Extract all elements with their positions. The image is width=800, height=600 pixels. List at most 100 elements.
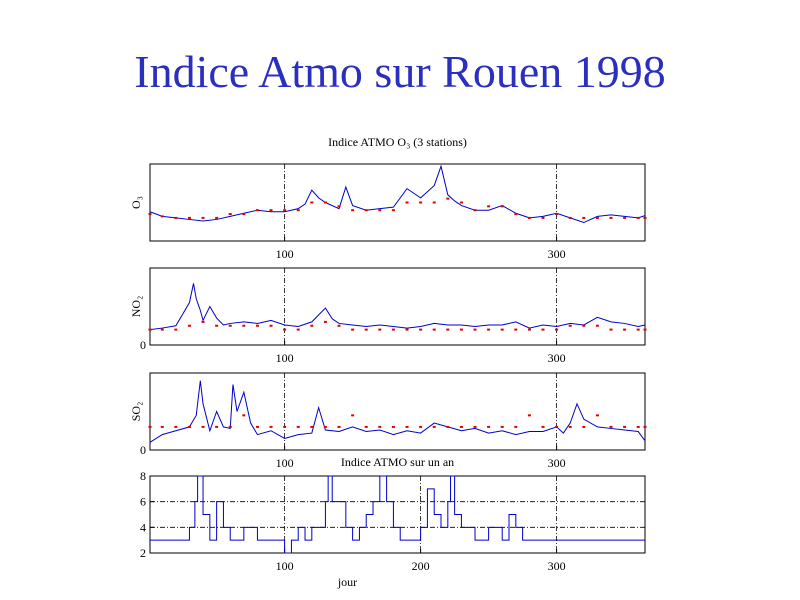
data-point-3	[269, 425, 273, 428]
y-tick-label-4: 8	[140, 469, 146, 483]
data-point-1	[255, 209, 259, 212]
x-tick-label-4: 200	[412, 559, 430, 573]
data-point-2	[242, 324, 246, 327]
data-point-2	[446, 328, 450, 331]
data-point-3	[473, 425, 477, 428]
data-point-1	[148, 213, 152, 216]
data-point-2	[568, 324, 572, 327]
data-point-2	[487, 328, 491, 331]
data-point-2	[636, 328, 640, 331]
data-point-1	[405, 201, 409, 204]
data-point-3	[487, 425, 491, 428]
page-title: Indice Atmo sur Rouen 1998	[134, 46, 666, 97]
data-point-1	[323, 201, 327, 204]
data-point-3	[527, 414, 531, 417]
data-point-2	[174, 328, 178, 331]
data-point-3	[215, 425, 219, 428]
data-point-3	[323, 425, 327, 428]
x-tick-label-4: 300	[548, 559, 566, 573]
data-point-1	[459, 201, 463, 204]
data-point-3	[636, 425, 640, 428]
data-point-3	[432, 425, 436, 428]
data-point-3	[391, 425, 395, 428]
data-point-2	[595, 324, 599, 327]
data-point-3	[582, 425, 586, 428]
x-tick-label-1: 300	[548, 247, 566, 261]
y-tick-label-4: 4	[140, 520, 146, 534]
data-point-3	[201, 425, 205, 428]
data-point-1	[364, 209, 368, 212]
data-point-2	[337, 324, 341, 327]
data-point-2	[269, 324, 273, 327]
data-point-2	[555, 328, 559, 331]
data-point-1	[595, 216, 599, 219]
x-axis-label-4: jour	[337, 575, 357, 589]
series-line-4	[150, 475, 645, 554]
data-point-2	[283, 328, 287, 331]
data-point-2	[500, 328, 504, 331]
x-tick-label-3: 100	[276, 456, 294, 470]
data-point-3	[568, 425, 572, 428]
y-axis-label-2: NO₂	[129, 296, 143, 318]
series-line-3	[149, 380, 646, 443]
data-point-3	[500, 425, 504, 428]
data-point-2	[148, 328, 152, 331]
data-point-3	[643, 425, 647, 428]
data-point-2	[296, 328, 300, 331]
data-point-3	[337, 425, 341, 428]
data-point-1	[643, 216, 647, 219]
chart-title-1: Indice ATMO O₃ (3 stations)	[328, 135, 467, 149]
data-point-3	[310, 425, 314, 428]
data-point-1	[636, 216, 640, 219]
data-point-2	[473, 328, 477, 331]
data-point-3	[555, 425, 559, 428]
data-point-1	[242, 213, 246, 216]
data-point-2	[432, 328, 436, 331]
data-point-2	[160, 328, 164, 331]
data-point-3	[283, 425, 287, 428]
data-point-3	[405, 425, 409, 428]
data-point-2	[419, 328, 423, 331]
data-point-3	[446, 425, 450, 428]
data-point-1	[337, 205, 341, 208]
data-point-3	[541, 425, 545, 428]
y-tick-label-3: 0	[140, 443, 146, 457]
data-point-1	[391, 209, 395, 212]
series-line-2	[149, 283, 646, 331]
data-point-1	[310, 201, 314, 204]
data-point-1	[541, 216, 545, 219]
data-point-1	[174, 216, 178, 219]
plot-frame-3	[149, 372, 646, 451]
data-point-2	[310, 324, 314, 327]
data-point-3	[242, 414, 246, 417]
data-point-2	[201, 320, 205, 323]
plot-frame-2	[149, 267, 646, 346]
data-point-3	[148, 425, 152, 428]
x-tick-label-2: 100	[276, 351, 294, 365]
data-point-2	[391, 328, 395, 331]
data-point-1	[160, 215, 164, 218]
data-point-1	[473, 209, 477, 212]
data-point-1	[419, 201, 423, 204]
x-tick-label-1: 100	[276, 247, 294, 261]
data-point-1	[487, 205, 491, 208]
plot-frame-1	[149, 163, 646, 242]
data-point-1	[527, 216, 531, 219]
data-point-1	[187, 216, 191, 219]
data-point-2	[623, 328, 627, 331]
data-point-2	[541, 328, 545, 331]
data-point-3	[378, 425, 382, 428]
data-point-1	[446, 197, 450, 200]
data-point-3	[255, 425, 259, 428]
data-point-2	[609, 328, 613, 331]
data-point-3	[364, 425, 368, 428]
data-point-1	[568, 216, 572, 219]
data-point-1	[283, 209, 287, 212]
y-tick-label-4: 2	[140, 546, 146, 560]
data-point-1	[500, 205, 504, 208]
data-point-2	[405, 328, 409, 331]
data-point-2	[643, 328, 647, 331]
data-point-3	[160, 425, 164, 428]
y-axis-label-3: SO₂	[129, 402, 143, 422]
